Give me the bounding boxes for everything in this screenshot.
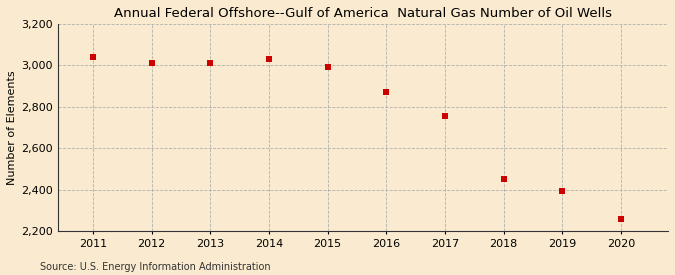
Title: Annual Federal Offshore--Gulf of America  Natural Gas Number of Oil Wells: Annual Federal Offshore--Gulf of America…	[114, 7, 612, 20]
Point	[616, 216, 626, 221]
Point	[557, 189, 568, 193]
Text: Source: U.S. Energy Information Administration: Source: U.S. Energy Information Administ…	[40, 262, 271, 272]
Point	[88, 55, 99, 59]
Point	[439, 114, 450, 118]
Point	[205, 61, 216, 65]
Point	[498, 177, 509, 182]
Point	[322, 65, 333, 70]
Y-axis label: Number of Elements: Number of Elements	[7, 70, 17, 185]
Point	[381, 90, 392, 95]
Point	[264, 57, 275, 61]
Point	[146, 61, 157, 65]
